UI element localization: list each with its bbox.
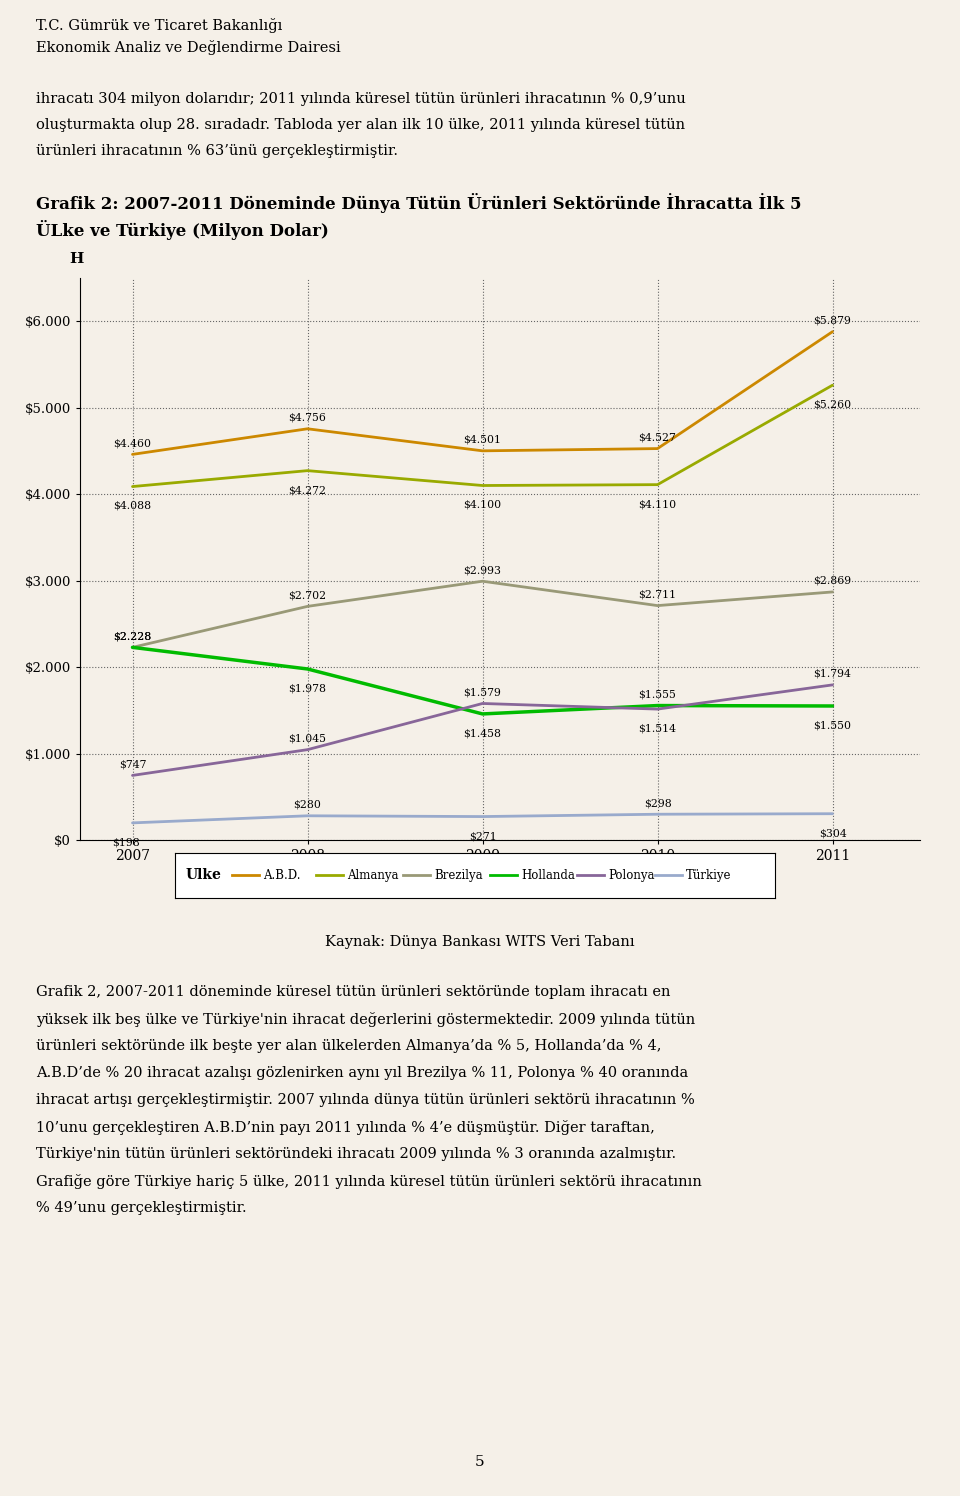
- Text: $1.045: $1.045: [289, 733, 326, 744]
- Text: A.B.D’de % 20 ihracat azalışı gözlenirken aynı yıl Brezilya % 11, Polonya % 40 o: A.B.D’de % 20 ihracat azalışı gözlenirke…: [36, 1067, 688, 1080]
- Text: H: H: [69, 251, 84, 266]
- Text: yüksek ilk beş ülke ve Türkiye'nin ihracat değerlerini göstermektedir. 2009 yılı: yüksek ilk beş ülke ve Türkiye'nin ihrac…: [36, 1011, 696, 1026]
- Text: $2.869: $2.869: [813, 576, 852, 586]
- Text: Ulke: Ulke: [186, 869, 222, 883]
- Text: $1.579: $1.579: [464, 687, 501, 697]
- Text: $2.228: $2.228: [113, 631, 152, 642]
- Text: 10’unu gerçekleştiren A.B.D’nin payı 2011 yılında % 4’e düşmüştür. Diğer tarafta: 10’unu gerçekleştiren A.B.D’nin payı 201…: [36, 1121, 656, 1135]
- Text: $4.756: $4.756: [289, 413, 326, 423]
- Text: $271: $271: [468, 830, 496, 841]
- Text: $4.527: $4.527: [638, 432, 677, 443]
- Text: Grafik 2: 2007-2011 Döneminde Dünya Tütün Ürünleri Sektöründe İhracatta İlk 5: Grafik 2: 2007-2011 Döneminde Dünya Tütü…: [36, 193, 802, 212]
- Text: $1.794: $1.794: [813, 669, 852, 679]
- Text: $4.501: $4.501: [464, 435, 501, 444]
- Text: $5.260: $5.260: [813, 399, 852, 410]
- Text: Grafiğe göre Türkiye hariç 5 ülke, 2011 yılında küresel tütün ürünleri sektörü i: Grafiğe göre Türkiye hariç 5 ülke, 2011 …: [36, 1174, 703, 1189]
- Text: $298: $298: [643, 799, 671, 808]
- Text: $2.711: $2.711: [638, 589, 677, 600]
- Text: $5.879: $5.879: [813, 316, 852, 326]
- Text: ÜLke ve Türkiye (Milyon Dolar): ÜLke ve Türkiye (Milyon Dolar): [36, 220, 329, 239]
- Text: ürünleri ihracatının % 63’ünü gerçekleştirmiştir.: ürünleri ihracatının % 63’ünü gerçekleşt…: [36, 144, 398, 159]
- Text: % 49’unu gerçekleştirmiştir.: % 49’unu gerçekleştirmiştir.: [36, 1201, 247, 1215]
- Text: $1.458: $1.458: [464, 729, 501, 739]
- Text: $1.550: $1.550: [813, 721, 852, 730]
- Text: ürünleri sektöründe ilk beşte yer alan ülkelerden Almanya’da % 5, Hollanda’da % : ürünleri sektöründe ilk beşte yer alan ü…: [36, 1040, 662, 1053]
- Text: Türkiye'nin tütün ürünleri sektöründeki ihracatı 2009 yılında % 3 oranında azalm: Türkiye'nin tütün ürünleri sektöründeki …: [36, 1147, 677, 1161]
- Text: $2.993: $2.993: [464, 565, 501, 574]
- Text: Türkiye: Türkiye: [686, 869, 732, 883]
- Text: $1.978: $1.978: [289, 684, 326, 694]
- Text: $2.228: $2.228: [113, 631, 152, 642]
- Text: $1.514: $1.514: [638, 724, 677, 733]
- Text: Hollanda: Hollanda: [521, 869, 575, 883]
- Text: $4.110: $4.110: [638, 500, 677, 509]
- Text: Polonya: Polonya: [609, 869, 655, 883]
- Text: 5: 5: [475, 1456, 485, 1469]
- Text: Brezilya: Brezilya: [434, 869, 483, 883]
- X-axis label: yil: yil: [491, 871, 509, 884]
- Text: $280: $280: [294, 800, 322, 809]
- Text: $1.555: $1.555: [638, 690, 677, 700]
- Text: Grafik 2, 2007-2011 döneminde küresel tütün ürünleri sektöründe toplam ihracatı : Grafik 2, 2007-2011 döneminde küresel tü…: [36, 984, 671, 999]
- Text: $304: $304: [819, 829, 847, 838]
- Text: $747: $747: [119, 760, 146, 769]
- Text: $198: $198: [111, 838, 139, 847]
- Text: $4.272: $4.272: [289, 485, 326, 495]
- Text: ihracatı 304 milyon dolarıdır; 2011 yılında küresel tütün ürünleri ihracatının %: ihracatı 304 milyon dolarıdır; 2011 yılı…: [36, 91, 686, 106]
- Text: $4.088: $4.088: [113, 501, 152, 512]
- Text: $4.460: $4.460: [113, 438, 152, 449]
- Text: Ekonomik Analiz ve Değlendirme Dairesi: Ekonomik Analiz ve Değlendirme Dairesi: [36, 40, 341, 55]
- Text: $2.702: $2.702: [288, 591, 326, 600]
- Text: Almanya: Almanya: [348, 869, 398, 883]
- Text: ihracat artışı gerçekleştirmiştir. 2007 yılında dünya tütün ürünleri sektörü ihr: ihracat artışı gerçekleştirmiştir. 2007 …: [36, 1094, 695, 1107]
- Text: $4.100: $4.100: [464, 500, 501, 510]
- Text: T.C. Gümrük ve Ticaret Bakanlığı: T.C. Gümrük ve Ticaret Bakanlığı: [36, 18, 283, 33]
- Text: Kaynak: Dünya Bankası WITS Veri Tabanı: Kaynak: Dünya Bankası WITS Veri Tabanı: [325, 935, 635, 948]
- Text: A.B.D.: A.B.D.: [263, 869, 300, 883]
- Text: oluşturmakta olup 28. sıradadr. Tabloda yer alan ilk 10 ülke, 2011 yılında küres: oluşturmakta olup 28. sıradadr. Tabloda …: [36, 118, 685, 132]
